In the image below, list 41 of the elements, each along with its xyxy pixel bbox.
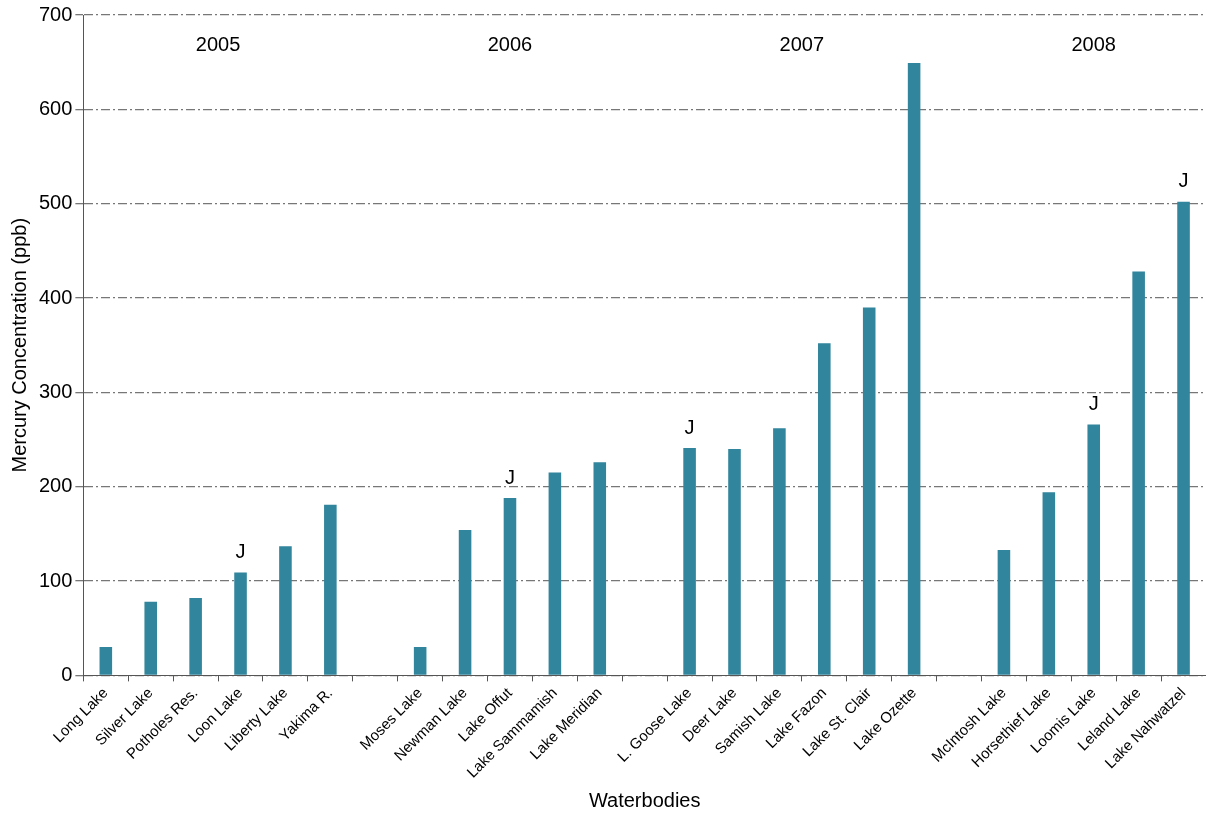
data-label: J bbox=[504, 465, 515, 488]
y-tick-label: 100 bbox=[38, 568, 73, 591]
annotation: 2008 bbox=[1071, 32, 1116, 55]
annotation: 2006 bbox=[487, 32, 533, 55]
bar bbox=[548, 472, 562, 675]
bar bbox=[324, 504, 337, 675]
bar bbox=[458, 530, 472, 675]
y-tick-label: 700 bbox=[38, 2, 73, 25]
bar bbox=[1177, 201, 1190, 675]
bar bbox=[279, 546, 292, 675]
bar bbox=[997, 549, 1011, 675]
bar bbox=[1132, 271, 1145, 675]
bar bbox=[818, 343, 831, 675]
data-label: J bbox=[235, 540, 246, 563]
bar bbox=[503, 498, 517, 675]
bar bbox=[1087, 424, 1101, 675]
bar bbox=[189, 598, 202, 675]
y-tick-label: 0 bbox=[61, 662, 73, 685]
y-axis-title: Mercury Concentration (ppb) bbox=[7, 217, 30, 473]
annotation: 2007 bbox=[779, 32, 825, 55]
bar bbox=[413, 647, 427, 675]
bar bbox=[862, 307, 876, 675]
bar bbox=[234, 572, 247, 675]
bar bbox=[99, 647, 113, 675]
y-tick-label: 600 bbox=[38, 96, 73, 119]
y-tick-label: 500 bbox=[38, 191, 73, 214]
data-label: J bbox=[1088, 391, 1099, 414]
x-axis-title: Waterbodies bbox=[588, 788, 701, 811]
y-tick-label: 400 bbox=[38, 285, 73, 308]
bar bbox=[907, 63, 921, 675]
bar bbox=[593, 462, 607, 675]
bar bbox=[683, 448, 696, 675]
bar bbox=[728, 448, 741, 675]
y-tick-label: 300 bbox=[38, 379, 73, 402]
data-label: J bbox=[684, 415, 695, 438]
y-tick-label: 200 bbox=[38, 474, 73, 497]
bar bbox=[1042, 492, 1056, 675]
bar bbox=[773, 428, 786, 675]
bar bbox=[144, 601, 158, 675]
annotation: 2005 bbox=[195, 32, 241, 55]
data-label: J bbox=[1178, 169, 1189, 192]
